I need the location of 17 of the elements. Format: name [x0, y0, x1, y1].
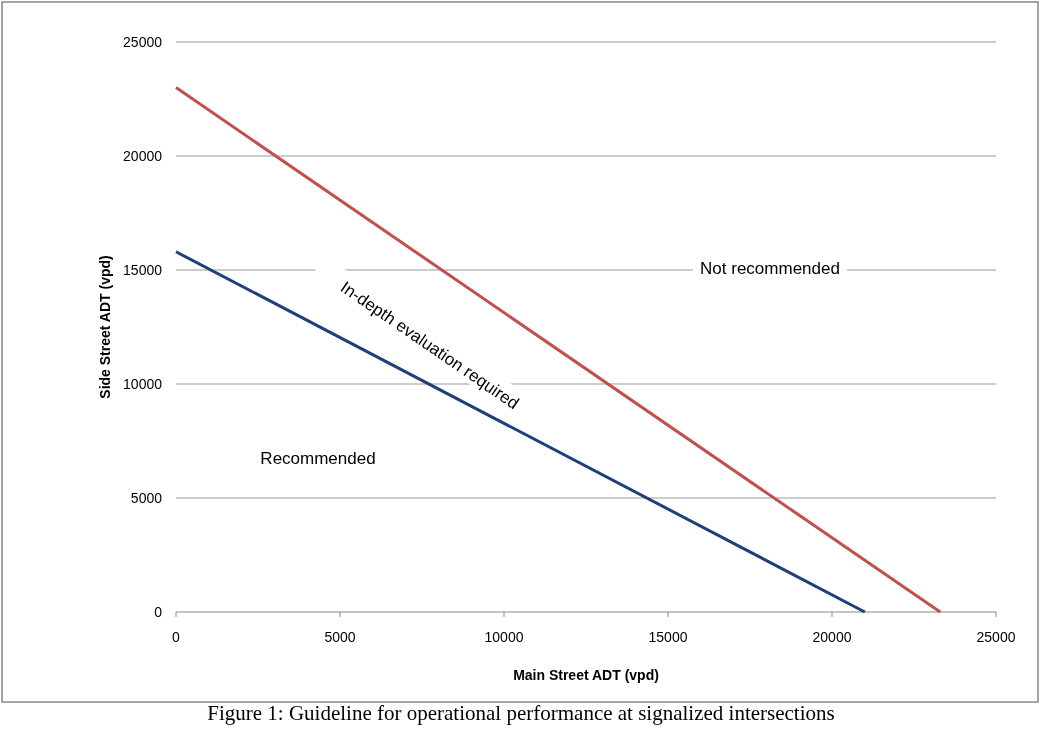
x-axis-title: Main Street ADT (vpd) [513, 667, 659, 683]
x-tick-label: 0 [172, 629, 181, 645]
y-tick-label: 10000 [123, 376, 163, 392]
x-tick-label: 5000 [324, 629, 356, 645]
y-axis-title: Side Street ADT (vpd) [97, 255, 113, 399]
x-tick-label: 15000 [648, 629, 688, 645]
y-tick-label: 0 [154, 604, 163, 620]
x-tick-label: 20000 [812, 629, 852, 645]
y-tick-label: 20000 [123, 148, 163, 164]
x-tick-label: 10000 [484, 629, 524, 645]
annotation: Recommended [260, 449, 376, 468]
caption: Figure 1: Guideline for operational performance at signalized intersections [207, 701, 835, 725]
y-tick-label: 25000 [123, 34, 163, 50]
y-tick-label: 15000 [123, 262, 163, 278]
annotation: Not recommended [700, 259, 840, 278]
x-tick-label: 25000 [976, 629, 1016, 645]
y-tick-label: 5000 [130, 490, 163, 506]
